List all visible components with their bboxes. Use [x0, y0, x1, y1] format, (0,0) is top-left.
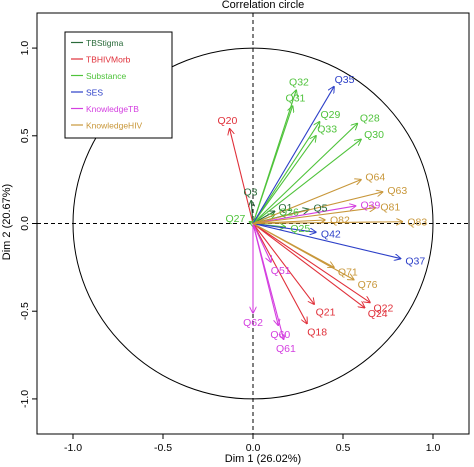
legend-entry-knowledgetb: KnowledgeTB — [86, 104, 139, 114]
arrow-q31 — [252, 106, 293, 224]
arrow-q42 — [252, 222, 316, 233]
arrow-q35 — [252, 87, 334, 224]
y-tick-label: 1.0 — [19, 41, 31, 56]
label-q27: Q27 — [225, 213, 245, 225]
label-q62: Q62 — [243, 317, 263, 329]
label-q25: Q25 — [290, 223, 310, 235]
legend: TBStigma TBHIVMorb Substance SES KnowledgeTB… — [64, 31, 173, 139]
arrow-q22 — [252, 223, 370, 303]
label-q33: Q33 — [317, 123, 337, 135]
label-q81: Q81 — [380, 202, 400, 214]
arrow-q28 — [252, 124, 357, 224]
legend-entry-tbhivmorb: TBHIVMorb — [86, 55, 131, 65]
arrow-q27 — [249, 222, 253, 224]
label-q51: Q51 — [271, 265, 291, 277]
label-q20: Q20 — [218, 115, 238, 127]
label-q42: Q42 — [321, 229, 341, 241]
arrow-q21 — [252, 223, 314, 305]
arrow-q63 — [252, 192, 383, 225]
arrow-q30 — [252, 139, 361, 224]
arrow-q64 — [252, 180, 361, 225]
variable-arrows — [230, 87, 403, 340]
x-tick-label: -0.5 — [154, 442, 172, 454]
legend-entry-ses: SES — [86, 88, 103, 98]
label-q63: Q63 — [387, 185, 407, 197]
label-q1: Q1 — [278, 202, 292, 214]
legend-entry-tbstigma: TBStigma — [86, 38, 124, 48]
label-q64: Q64 — [365, 171, 385, 183]
label-q3: Q3 — [243, 187, 257, 199]
label-q30: Q30 — [364, 129, 384, 141]
legend-entry-substance: Substance — [86, 71, 126, 81]
x-axis-label: Dim 1 (26.02%) — [225, 453, 301, 465]
arrow-q37 — [252, 222, 401, 259]
x-tick-label: 0.0 — [246, 442, 261, 454]
arrow-q29 — [252, 122, 320, 224]
label-q39: Q39 — [360, 199, 380, 211]
label-q18: Q18 — [307, 326, 327, 338]
chart-title: Correlation circle — [222, 0, 305, 11]
label-q82: Q82 — [330, 215, 350, 227]
label-q37: Q37 — [405, 256, 425, 268]
label-q31: Q31 — [286, 92, 306, 104]
arrow-q81 — [252, 208, 375, 225]
y-tick-label: 0.0 — [19, 216, 31, 231]
x-tick-label: 1.0 — [426, 442, 441, 454]
x-tick-label: -1.0 — [64, 442, 82, 454]
y-tick-label: -0.5 — [19, 302, 31, 320]
y-tick-label: 0.5 — [19, 128, 31, 143]
y-axis-label: Dim 2 (20.67%) — [1, 184, 13, 260]
legend-entry-knowledgehiv: KnowledgeHIV — [86, 121, 143, 131]
label-q71: Q71 — [338, 267, 358, 279]
label-q22: Q22 — [373, 302, 393, 314]
label-q28: Q28 — [360, 112, 380, 124]
label-q21: Q21 — [316, 306, 336, 318]
arrow-q51 — [252, 223, 271, 263]
label-q83: Q83 — [407, 217, 427, 229]
arrow-q39 — [252, 206, 356, 225]
legend-box — [64, 31, 173, 139]
label-q24: Q24 — [368, 308, 388, 320]
arrow-q3 — [251, 201, 253, 224]
arrow-q24 — [252, 223, 365, 308]
label-q60: Q60 — [270, 329, 290, 341]
arrow-q33 — [252, 136, 316, 224]
arrow-q83 — [252, 222, 402, 224]
arrow-q20 — [230, 129, 254, 224]
label-q32: Q32 — [289, 77, 309, 89]
arrow-q61 — [252, 223, 284, 340]
x-tick-label: 0.5 — [336, 442, 351, 454]
label-q76: Q76 — [358, 279, 378, 291]
label-q5: Q5 — [314, 202, 328, 214]
arrow-q18 — [252, 223, 307, 324]
label-q26: Q26 — [279, 206, 299, 218]
label-q29: Q29 — [321, 109, 341, 121]
arrow-q76 — [252, 223, 354, 280]
label-q35: Q35 — [335, 74, 355, 86]
label-q61: Q61 — [276, 343, 296, 355]
y-tick-label: -1.0 — [19, 390, 31, 408]
